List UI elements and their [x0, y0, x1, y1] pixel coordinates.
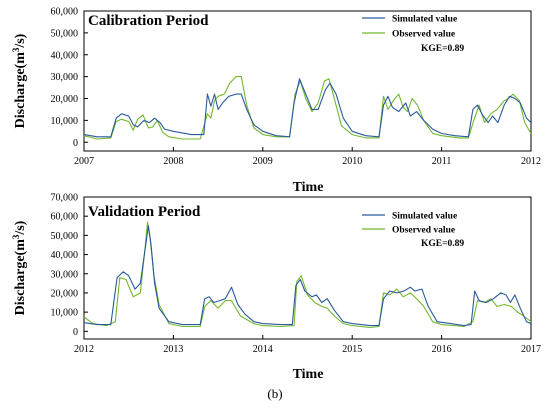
panel-validation: 0 10,000 20,000 30,000 40,000 50,000 60,000 70,… [11, 193, 541, 383]
x-axis-title: Time [293, 180, 324, 195]
series-lines [83, 221, 532, 329]
legend-label-observed: Observed value [392, 226, 455, 236]
kge-annotation: KGE=0.89 [421, 239, 464, 249]
y-axis-title: Discharge(m3/s) [11, 33, 28, 128]
x-tick-label: 2013 [163, 344, 183, 355]
simulated-series-line [83, 78, 532, 138]
plot-frame [83, 196, 532, 340]
x-tick-label: 2008 [163, 156, 183, 167]
x-tick-label: 2010 [342, 156, 362, 167]
y-tick-label: 30,000 [51, 72, 79, 83]
x-axis-title: Time [293, 367, 324, 382]
y-axis-title: Discharge(m3/s) [11, 220, 28, 315]
series-lines [83, 76, 532, 140]
y-tick-label: 10,000 [51, 308, 79, 319]
panel-calibration: 0 10,000 20,000 30,000 40,000 50,000 60,000 20… [11, 7, 541, 196]
y-tick-label: 60,000 [51, 212, 79, 223]
y-tick-label: 20,000 [51, 94, 79, 105]
x-tick-label: 2017 [521, 344, 541, 355]
chart-title: Validation Period [88, 204, 201, 220]
x-tick-label: 2011 [432, 156, 452, 167]
y-tick-label: 0 [73, 138, 78, 149]
figure-caption: (b) [267, 386, 282, 401]
y-tick-label: 10,000 [51, 116, 79, 127]
legend-label-observed: Observed value [392, 30, 455, 40]
y-tick-label: 20,000 [51, 288, 79, 299]
x-tick-label: 2016 [432, 344, 452, 355]
simulated-series-line [83, 225, 532, 327]
observed-series-line [83, 76, 532, 140]
y-tick-label: 30,000 [51, 269, 79, 280]
y-tick-label: 40,000 [51, 50, 79, 61]
x-ticks: 2007 2008 2009 2010 2011 2012 [74, 147, 541, 167]
x-tick-label: 2009 [253, 156, 273, 167]
x-tick-label: 2012 [74, 344, 94, 355]
x-ticks: 2012 2013 2014 2015 2016 2017 [74, 335, 541, 355]
y-ticks: 0 10,000 20,000 30,000 40,000 50,000 60,000 [51, 7, 88, 149]
y-tick-label: 70,000 [51, 193, 79, 204]
x-tick-label: 2007 [74, 156, 94, 167]
y-tick-label: 40,000 [51, 250, 79, 261]
legend-label-simulated: Simulated value [392, 15, 457, 25]
plot-frame [83, 10, 532, 152]
y-ticks: 0 10,000 20,000 30,000 40,000 50,000 60,000 70,… [51, 193, 88, 338]
legend-label-simulated: Simulated value [392, 212, 457, 222]
x-tick-label: 2012 [521, 156, 541, 167]
x-tick-label: 2015 [342, 344, 362, 355]
observed-series-line [83, 221, 532, 329]
y-tick-label: 50,000 [51, 231, 79, 242]
legend: Simulated value Observed value KGE=0.89 [362, 212, 464, 249]
y-tick-label: 60,000 [51, 7, 79, 18]
kge-annotation: KGE=0.89 [421, 44, 464, 54]
y-tick-label: 50,000 [51, 28, 79, 39]
legend: Simulated value Observed value KGE=0.89 [362, 15, 464, 54]
y-tick-label: 0 [73, 327, 78, 338]
x-tick-label: 2014 [253, 344, 273, 355]
chart-title: Calibration Period [88, 13, 209, 29]
